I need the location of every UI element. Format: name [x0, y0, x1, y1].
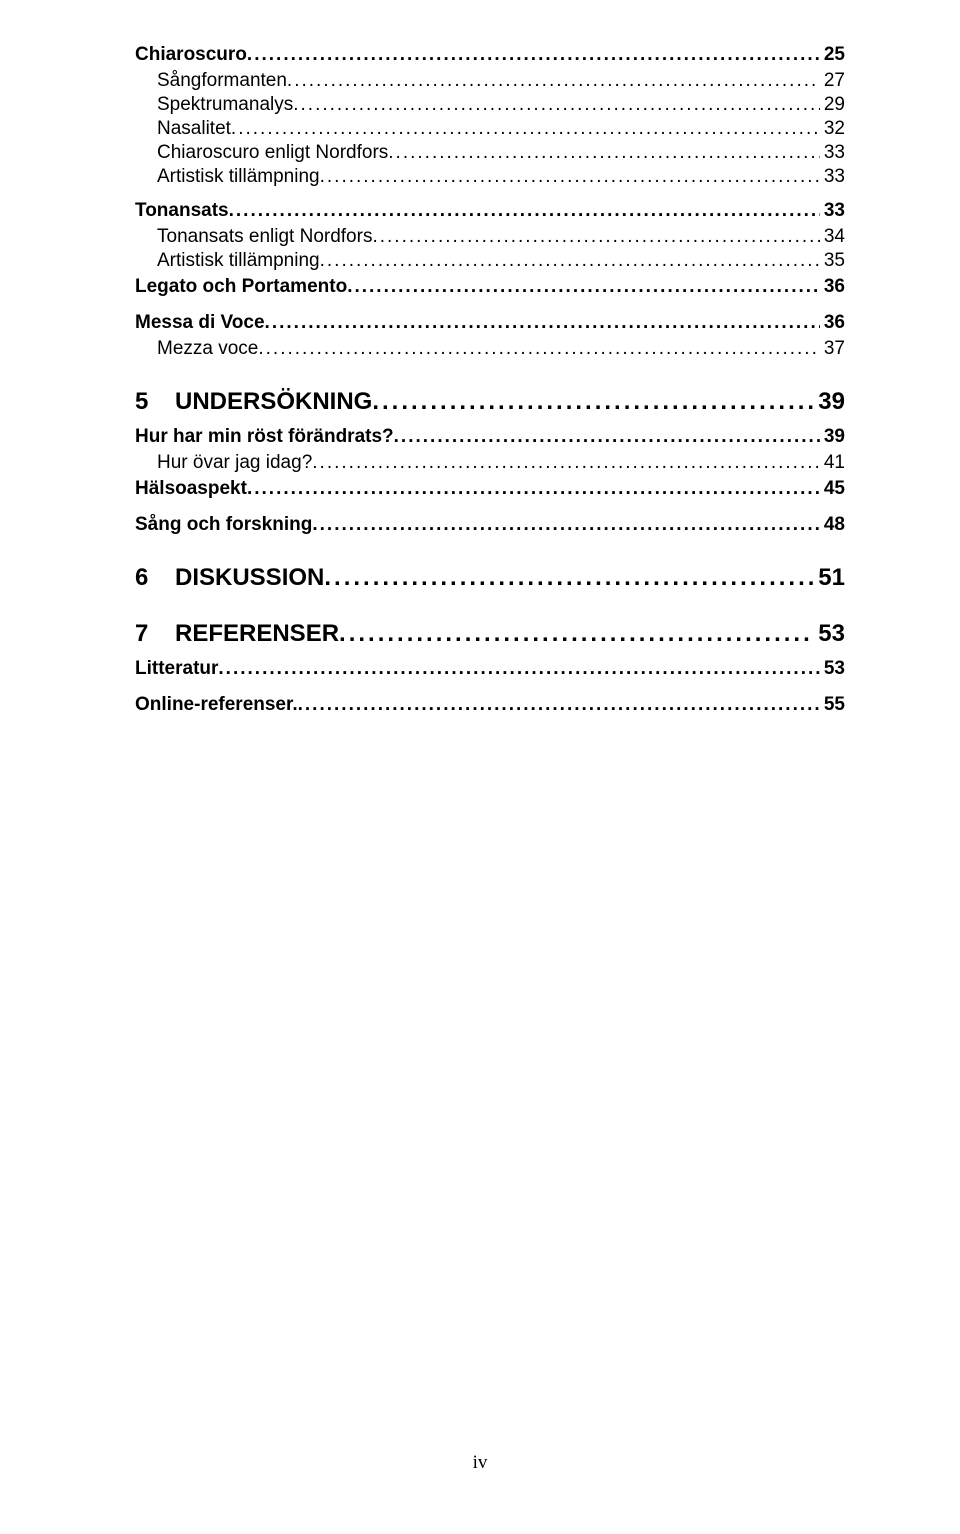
- toc-chapter-number: 5: [135, 388, 175, 416]
- toc-leader-dots: [298, 694, 820, 716]
- toc-entry: Chiaroscuro enligt Nordfors 33: [135, 142, 845, 164]
- toc-label: Artistisk tillämpning: [157, 250, 320, 272]
- toc-label: Tonansats enligt Nordfors: [157, 226, 372, 248]
- toc-page-number: 53: [820, 658, 845, 680]
- toc-chapter-title: REFERENSER: [175, 620, 339, 647]
- toc-label: Nasalitet: [157, 118, 231, 140]
- toc-entry: Sångformanten 27: [135, 70, 845, 92]
- toc-page-number: 35: [820, 250, 845, 272]
- toc-page-number: 48: [820, 514, 845, 536]
- page-number: iv: [0, 1452, 960, 1474]
- toc-leader-dots: [258, 338, 819, 360]
- toc-label: Chiaroscuro: [135, 44, 247, 66]
- toc-label: Hur övar jag idag?: [157, 452, 312, 474]
- toc-label: Online-referenser.: [135, 694, 298, 716]
- toc-label: Sångformanten: [157, 70, 287, 92]
- toc-gap: [135, 504, 845, 510]
- toc-chapter-title: UNDERSÖKNING: [175, 388, 372, 415]
- toc-leader-dots: [231, 118, 820, 140]
- toc-page: Chiaroscuro25Sångformanten27Spektrumanal…: [0, 0, 960, 1534]
- toc-gap: [135, 302, 845, 308]
- toc-entry: 7REFERENSER 53: [135, 620, 845, 648]
- toc-gap: [135, 684, 845, 690]
- toc-leader-dots: [312, 514, 820, 536]
- toc-page-number: 25: [820, 44, 845, 66]
- toc-leader-dots: [372, 226, 819, 248]
- toc-page-number: 34: [820, 226, 845, 248]
- toc-entry: 5UNDERSÖKNING 39: [135, 388, 845, 416]
- toc-entry: Online-referenser. 55: [135, 694, 845, 716]
- toc-label: 6DISKUSSION: [135, 564, 324, 592]
- toc-leader-dots: [312, 452, 820, 474]
- toc-page-number: 39: [814, 388, 845, 416]
- toc-leader-dots: [218, 658, 819, 680]
- toc-entry: Chiaroscuro 25: [135, 44, 845, 66]
- toc-label: Sång och forskning: [135, 514, 312, 536]
- toc-label: Messa di Voce: [135, 312, 265, 334]
- toc-page-number: 33: [820, 166, 845, 188]
- toc-leader-dots: [388, 142, 820, 164]
- toc-label: Litteratur: [135, 658, 218, 680]
- toc-leader-dots: [347, 276, 820, 298]
- toc-entry: Mezza voce 37: [135, 338, 845, 360]
- toc-page-number: 51: [814, 564, 845, 592]
- toc-page-number: 37: [820, 338, 845, 360]
- toc-leader-dots: [320, 166, 820, 188]
- toc-entry: Hur övar jag idag? 41: [135, 452, 845, 474]
- toc-entry: Artistisk tillämpning 33: [135, 166, 845, 188]
- toc-entry: Litteratur 53: [135, 658, 845, 680]
- toc-label: Tonansats: [135, 200, 229, 222]
- toc-entry: Tonansats enligt Nordfors 34: [135, 226, 845, 248]
- toc-leader-dots: [372, 388, 814, 416]
- toc-page-number: 36: [820, 312, 845, 334]
- toc-label: Artistisk tillämpning: [157, 166, 320, 188]
- toc-leader-dots: [265, 312, 820, 334]
- toc-entry: Tonansats 33: [135, 200, 845, 222]
- toc-label: Mezza voce: [157, 338, 258, 360]
- toc-label: Legato och Portamento: [135, 276, 347, 298]
- toc-entry: Artistisk tillämpning 35: [135, 250, 845, 272]
- toc-page-number: 27: [820, 70, 845, 92]
- toc-entry: Nasalitet 32: [135, 118, 845, 140]
- toc-chapter-number: 7: [135, 620, 175, 648]
- toc-page-number: 39: [820, 426, 845, 448]
- toc-page-number: 53: [814, 620, 845, 648]
- toc-entry: Hur har min röst förändrats? 39: [135, 426, 845, 448]
- toc-entry: Messa di Voce 36: [135, 312, 845, 334]
- toc-gap: [135, 190, 845, 196]
- toc-entry: Sång och forskning 48: [135, 514, 845, 536]
- toc-leader-dots: [293, 94, 820, 116]
- toc-entry: Hälsoaspekt 45: [135, 478, 845, 500]
- toc-page-number: 33: [820, 200, 845, 222]
- toc-label: Hur har min röst förändrats?: [135, 426, 394, 448]
- toc-label: Chiaroscuro enligt Nordfors: [157, 142, 388, 164]
- toc-entry: Spektrumanalys 29: [135, 94, 845, 116]
- toc-page-number: 41: [820, 452, 845, 474]
- toc-label: Spektrumanalys: [157, 94, 293, 116]
- toc-leader-dots: [229, 200, 820, 222]
- toc-leader-dots: [394, 426, 820, 448]
- toc-chapter-title: DISKUSSION: [175, 564, 324, 591]
- toc-leader-dots: [339, 620, 814, 648]
- toc-page-number: 55: [820, 694, 845, 716]
- toc-label: Hälsoaspekt: [135, 478, 247, 500]
- toc-page-number: 33: [820, 142, 845, 164]
- toc-list: Chiaroscuro25Sångformanten27Spektrumanal…: [135, 44, 845, 716]
- toc-leader-dots: [320, 250, 820, 272]
- toc-label: 7REFERENSER: [135, 620, 339, 648]
- toc-chapter-number: 6: [135, 564, 175, 592]
- toc-entry: Legato och Portamento 36: [135, 276, 845, 298]
- toc-label: 5UNDERSÖKNING: [135, 388, 372, 416]
- toc-leader-dots: [247, 478, 820, 500]
- toc-leader-dots: [287, 70, 820, 92]
- toc-leader-dots: [247, 44, 820, 66]
- toc-entry: 6DISKUSSION 51: [135, 564, 845, 592]
- toc-page-number: 36: [820, 276, 845, 298]
- toc-page-number: 32: [820, 118, 845, 140]
- toc-page-number: 29: [820, 94, 845, 116]
- toc-page-number: 45: [820, 478, 845, 500]
- toc-leader-dots: [324, 564, 814, 592]
